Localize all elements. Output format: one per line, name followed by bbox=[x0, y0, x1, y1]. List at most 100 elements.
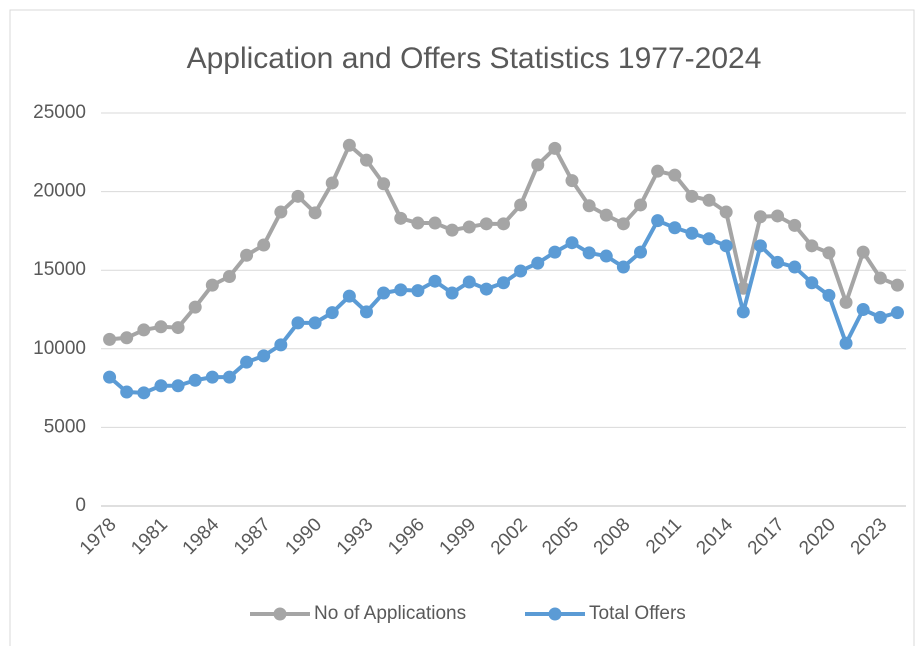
data-point bbox=[668, 168, 682, 182]
data-point bbox=[651, 164, 665, 178]
data-point bbox=[856, 245, 870, 259]
data-point bbox=[548, 245, 562, 259]
data-point bbox=[394, 283, 408, 297]
y-tick-label: 0 bbox=[75, 495, 86, 516]
data-point bbox=[274, 205, 288, 219]
data-point bbox=[359, 153, 373, 167]
data-point bbox=[222, 370, 236, 384]
data-point bbox=[771, 209, 785, 223]
data-point bbox=[788, 218, 802, 232]
data-point bbox=[377, 286, 391, 300]
data-point bbox=[222, 269, 236, 283]
data-point bbox=[428, 274, 442, 288]
data-point bbox=[188, 373, 202, 387]
data-point bbox=[394, 211, 408, 225]
data-point bbox=[565, 236, 579, 250]
data-point bbox=[514, 198, 528, 212]
data-point bbox=[616, 260, 630, 274]
data-point bbox=[257, 349, 271, 363]
data-point bbox=[753, 210, 767, 224]
legend-marker bbox=[548, 607, 562, 621]
data-point bbox=[103, 332, 117, 346]
data-point bbox=[548, 141, 562, 155]
data-point bbox=[582, 246, 596, 260]
data-point bbox=[205, 370, 219, 384]
data-point bbox=[137, 323, 151, 337]
data-point bbox=[462, 220, 476, 234]
data-point bbox=[890, 306, 904, 320]
data-point bbox=[822, 246, 836, 260]
data-point bbox=[839, 336, 853, 350]
data-point bbox=[479, 217, 493, 231]
data-point bbox=[753, 239, 767, 253]
y-tick-label: 25000 bbox=[33, 102, 86, 123]
data-point bbox=[651, 214, 665, 228]
data-point bbox=[531, 256, 545, 270]
data-point bbox=[668, 221, 682, 235]
data-point bbox=[257, 238, 271, 252]
data-point bbox=[291, 189, 305, 203]
data-point bbox=[154, 320, 168, 334]
data-point bbox=[599, 249, 613, 263]
data-point bbox=[154, 379, 168, 393]
data-point bbox=[137, 386, 151, 400]
data-point bbox=[103, 370, 117, 384]
data-point bbox=[702, 193, 716, 207]
data-point bbox=[771, 255, 785, 269]
legend-marker bbox=[273, 607, 287, 621]
data-point bbox=[873, 271, 887, 285]
data-point bbox=[685, 226, 699, 240]
data-point bbox=[411, 284, 425, 298]
chart-title: Application and Offers Statistics 1977-2… bbox=[187, 42, 762, 75]
legend-label: No of Applications bbox=[314, 603, 466, 624]
data-point bbox=[582, 199, 596, 213]
data-point bbox=[634, 198, 648, 212]
data-point bbox=[822, 288, 836, 302]
data-point bbox=[736, 305, 750, 319]
data-point bbox=[685, 189, 699, 203]
data-point bbox=[445, 223, 459, 237]
data-point bbox=[205, 278, 219, 292]
data-point bbox=[325, 176, 339, 190]
data-point bbox=[274, 338, 288, 352]
data-point bbox=[805, 276, 819, 290]
data-point bbox=[788, 260, 802, 274]
data-point bbox=[428, 216, 442, 230]
data-point bbox=[873, 310, 887, 324]
data-point bbox=[616, 217, 630, 231]
data-point bbox=[240, 248, 254, 262]
data-point bbox=[291, 316, 305, 330]
data-point bbox=[634, 245, 648, 259]
data-point bbox=[479, 282, 493, 296]
data-point bbox=[171, 321, 185, 335]
y-tick-label: 20000 bbox=[33, 181, 86, 202]
data-point bbox=[325, 306, 339, 320]
data-point bbox=[531, 158, 545, 172]
data-point bbox=[719, 239, 733, 253]
data-point bbox=[120, 331, 134, 345]
data-point bbox=[462, 275, 476, 289]
data-point bbox=[120, 385, 134, 399]
data-point bbox=[719, 205, 733, 219]
data-point bbox=[342, 138, 356, 152]
data-point bbox=[514, 264, 528, 278]
data-point bbox=[171, 379, 185, 393]
data-point bbox=[445, 286, 459, 300]
data-point bbox=[342, 289, 356, 303]
y-tick-label: 15000 bbox=[33, 259, 86, 280]
data-point bbox=[890, 278, 904, 292]
data-point bbox=[308, 206, 322, 220]
data-point bbox=[497, 217, 510, 231]
data-point bbox=[497, 276, 510, 290]
data-point bbox=[411, 216, 425, 230]
y-tick-label: 10000 bbox=[33, 338, 86, 359]
y-tick-label: 5000 bbox=[44, 416, 86, 437]
data-point bbox=[839, 295, 853, 309]
data-point bbox=[702, 232, 716, 246]
data-point bbox=[188, 300, 202, 314]
data-point bbox=[805, 239, 819, 253]
data-point bbox=[565, 174, 579, 188]
data-point bbox=[359, 305, 373, 319]
